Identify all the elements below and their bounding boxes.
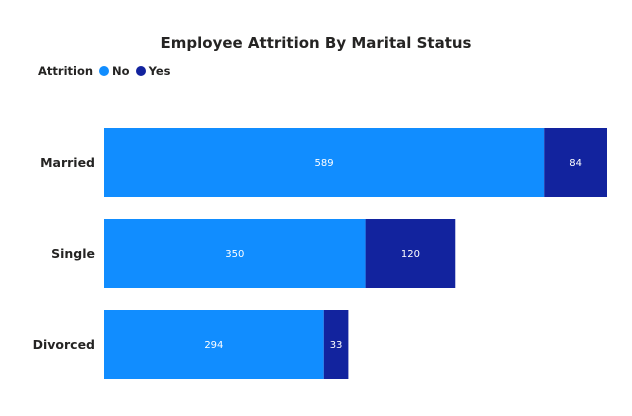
- data-label-married-no: 589: [315, 158, 334, 169]
- bar-single-no[interactable]: [104, 219, 366, 288]
- legend-title: Attrition: [38, 64, 94, 78]
- category-label-divorced: Divorced: [33, 337, 95, 352]
- chart-title: Employee Attrition By Marital Status: [160, 34, 472, 52]
- legend: Attrition No Yes: [38, 64, 171, 78]
- data-label-divorced-no: 294: [204, 340, 223, 351]
- bar-married-yes[interactable]: [544, 128, 607, 197]
- legend-swatch-no: [99, 66, 110, 76]
- bar-divorced-no[interactable]: [104, 310, 324, 379]
- data-label-single-yes: 120: [401, 249, 420, 260]
- bar-divorced-yes[interactable]: [323, 310, 349, 379]
- legend-item-yes[interactable]: Yes: [135, 64, 171, 78]
- legend-label-yes: Yes: [148, 64, 171, 78]
- legend-label-no: No: [112, 64, 130, 78]
- data-label-married-yes: 84: [569, 158, 582, 169]
- legend-item-no[interactable]: No: [99, 64, 130, 78]
- bar-married-no[interactable]: [104, 128, 545, 197]
- data-label-single-no: 350: [225, 249, 244, 260]
- category-label-married: Married: [40, 155, 95, 170]
- legend-swatch-yes: [135, 66, 146, 76]
- data-label-divorced-yes: 33: [330, 340, 343, 351]
- category-label-single: Single: [51, 246, 95, 261]
- bar-single-yes[interactable]: [365, 219, 456, 288]
